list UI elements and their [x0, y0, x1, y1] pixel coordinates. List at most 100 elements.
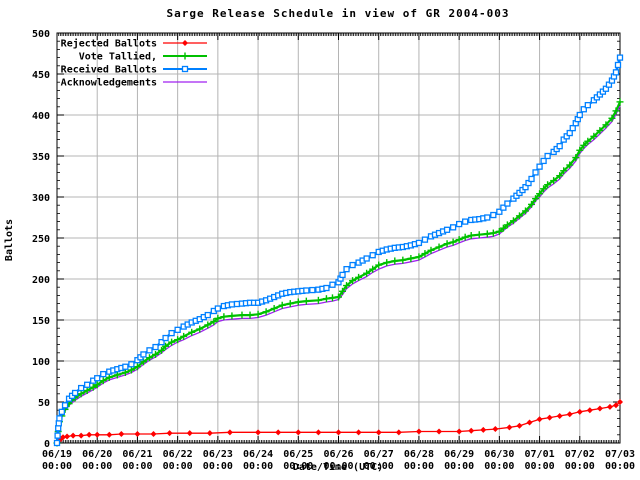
diamond-marker	[335, 429, 342, 436]
square-marker	[84, 381, 91, 388]
x-tick-date: 06/27	[364, 449, 394, 460]
square-marker	[181, 65, 189, 73]
x-tick-date: 07/01	[525, 449, 555, 460]
diamond-marker	[415, 428, 422, 435]
square-marker	[566, 129, 573, 137]
legend-label: Rejected Ballots	[61, 38, 157, 50]
square-marker	[496, 208, 503, 215]
square-marker	[228, 301, 236, 308]
diamond-marker	[436, 428, 443, 435]
square-marker	[343, 266, 350, 273]
square-marker	[140, 351, 147, 358]
diamond-marker	[468, 427, 475, 434]
square-marker	[100, 370, 107, 378]
diamond-marker	[134, 430, 141, 437]
y-tick-label: 450	[32, 70, 50, 81]
square-marker	[303, 287, 310, 294]
square-marker	[61, 402, 69, 409]
square-marker	[569, 124, 576, 132]
diamond-marker	[64, 433, 71, 440]
x-tick-time: 00:00	[82, 461, 112, 472]
x-tick-time: 00:00	[163, 461, 193, 472]
square-marker	[490, 211, 497, 219]
x-tick-time: 00:00	[364, 461, 394, 472]
square-marker	[536, 163, 543, 170]
diamond-marker	[186, 430, 193, 437]
diamond-marker	[150, 430, 157, 437]
diamond-marker	[206, 430, 213, 437]
square-marker	[323, 284, 330, 292]
diamond-marker	[612, 402, 619, 409]
x-tick-time: 00:00	[323, 461, 353, 472]
square-marker	[484, 214, 491, 221]
x-tick-date: 06/24	[243, 449, 273, 460]
square-marker	[122, 363, 129, 370]
series-received-ballots	[53, 54, 624, 447]
square-marker	[329, 281, 336, 288]
square-marker	[528, 175, 535, 183]
x-tick-time: 00:00	[203, 461, 233, 472]
x-tick-date: 06/21	[122, 449, 152, 460]
legend-label: Received Ballots	[61, 64, 157, 76]
diamond-marker	[70, 432, 77, 439]
diamond-marker	[226, 429, 233, 436]
x-tick-time: 00:00	[565, 461, 595, 472]
y-axis-label: Ballots	[4, 219, 15, 261]
x-tick-date: 06/29	[444, 449, 474, 460]
diamond-marker	[94, 431, 101, 438]
axes	[56, 32, 621, 444]
square-marker	[174, 326, 181, 333]
diamond-marker	[118, 430, 125, 437]
square-marker	[77, 384, 85, 392]
diamond-marker	[586, 407, 593, 414]
y-tick-label: 400	[32, 111, 50, 122]
square-marker	[449, 224, 457, 231]
diamond-marker	[617, 399, 623, 405]
square-marker	[94, 375, 101, 382]
diamond-marker	[315, 429, 322, 436]
legend-label: Acknowledgements	[61, 78, 157, 89]
x-tick-date: 06/30	[484, 449, 514, 460]
x-tick-time: 00:00	[243, 461, 273, 472]
diamond-marker	[516, 422, 523, 429]
square-marker	[369, 252, 376, 259]
x-tick-time: 00:00	[484, 461, 514, 472]
square-marker	[443, 226, 451, 233]
x-tick-date: 07/02	[565, 449, 595, 460]
square-marker	[309, 286, 316, 294]
square-marker	[455, 220, 463, 228]
diamond-marker	[86, 431, 93, 438]
legend-label: Vote Tallied,	[79, 51, 157, 63]
diamond-marker	[395, 429, 402, 436]
x-tick-date: 07/03	[605, 449, 635, 460]
diamond-marker	[166, 430, 173, 437]
diamond-marker	[182, 40, 188, 46]
diamond-marker	[275, 429, 282, 436]
gridlines	[57, 33, 620, 443]
y-tick-label: 500	[32, 29, 50, 40]
square-marker	[576, 111, 583, 119]
square-marker	[504, 200, 511, 207]
diamond-marker	[60, 434, 67, 441]
data-series	[53, 54, 624, 447]
diamond-marker	[106, 431, 113, 438]
x-tick-time: 00:00	[42, 461, 72, 472]
square-marker	[556, 143, 563, 150]
diamond-marker	[355, 429, 362, 436]
y-tick-label: 150	[32, 316, 50, 327]
square-marker	[500, 204, 507, 211]
square-marker	[158, 338, 165, 346]
x-axis-label: Date/Time (UTC)	[293, 461, 383, 473]
square-marker	[54, 432, 61, 439]
square-marker	[53, 439, 61, 447]
square-marker	[612, 69, 620, 76]
square-marker	[580, 106, 587, 113]
diamond-marker	[606, 403, 613, 410]
square-marker	[233, 300, 241, 308]
x-tick-date: 06/23	[203, 449, 233, 460]
x-tick-time: 00:00	[444, 461, 474, 472]
square-marker	[544, 152, 551, 160]
square-marker	[339, 271, 346, 279]
